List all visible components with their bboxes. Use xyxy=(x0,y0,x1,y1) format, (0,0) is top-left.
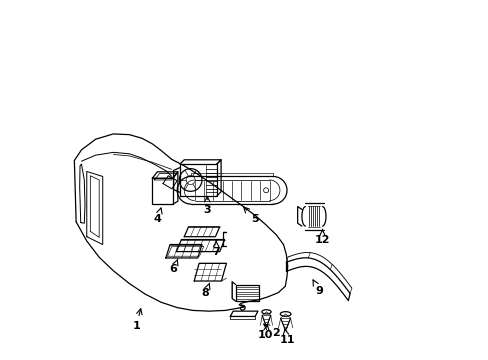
Text: 2: 2 xyxy=(263,324,280,338)
Text: 9: 9 xyxy=(312,280,322,296)
Text: 10: 10 xyxy=(258,325,273,340)
Text: 12: 12 xyxy=(314,230,329,245)
Text: 11: 11 xyxy=(279,329,294,345)
Text: 5: 5 xyxy=(243,207,259,224)
Text: 3: 3 xyxy=(203,197,211,215)
Text: 8: 8 xyxy=(201,283,209,298)
Text: 6: 6 xyxy=(169,259,178,274)
Text: 7: 7 xyxy=(212,241,220,257)
Text: 4: 4 xyxy=(153,208,162,224)
Text: 1: 1 xyxy=(132,309,142,331)
